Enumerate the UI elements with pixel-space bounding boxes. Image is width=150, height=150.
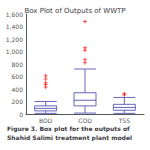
svg-text:BOD: BOD — [39, 117, 53, 124]
svg-text:1,200: 1,200 — [6, 36, 23, 43]
svg-text:800: 800 — [12, 61, 24, 68]
svg-text:Figure 3. Box plot for the out: Figure 3. Box plot for the outputs of — [7, 125, 130, 133]
svg-text:400: 400 — [12, 86, 24, 93]
svg-text:600: 600 — [12, 73, 24, 80]
svg-text:TSS: TSS — [118, 117, 130, 124]
svg-text:200: 200 — [12, 98, 24, 105]
svg-text:1,400: 1,400 — [6, 23, 23, 30]
svg-text:COD: COD — [78, 117, 92, 124]
svg-text:1,600: 1,600 — [6, 11, 23, 18]
svg-text:0: 0 — [19, 111, 23, 118]
svg-text:Shahid Salimi treatment plant: Shahid Salimi treatment plant model — [7, 134, 132, 142]
svg-text:Box Plot of Outputs of WWTP: Box Plot of Outputs of WWTP — [24, 7, 125, 15]
svg-text:1,000: 1,000 — [6, 48, 23, 55]
